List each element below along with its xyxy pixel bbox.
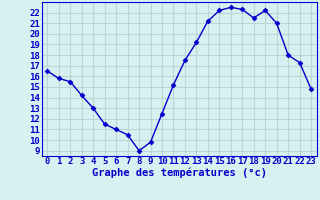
X-axis label: Graphe des températures (°c): Graphe des températures (°c) xyxy=(92,168,267,178)
